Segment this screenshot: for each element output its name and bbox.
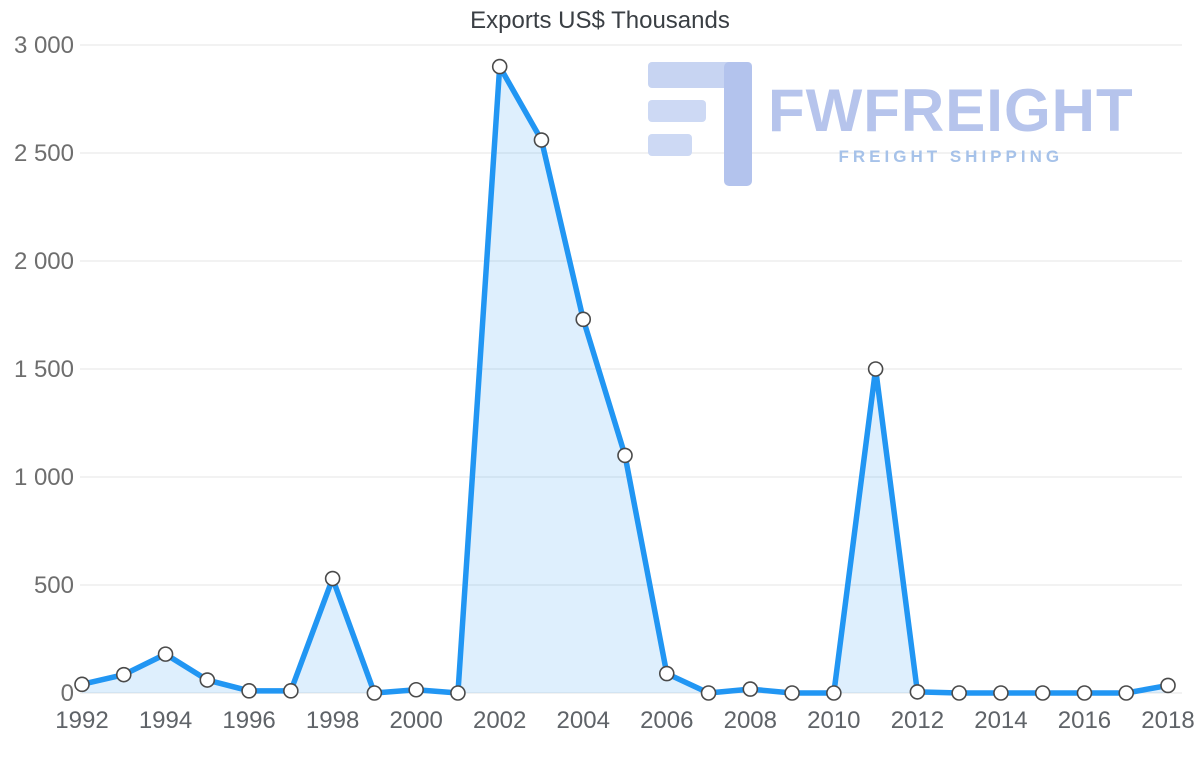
x-axis-tick-label: 2008	[724, 707, 777, 734]
x-axis-tick-label: 2006	[640, 707, 693, 734]
x-axis-tick-label: 1992	[55, 707, 108, 734]
y-axis-tick-label: 500	[34, 572, 74, 599]
data-point-marker	[1160, 677, 1176, 694]
data-point-marker	[199, 672, 216, 688]
data-point-marker	[450, 685, 466, 701]
x-axis-tick-label: 1994	[139, 707, 192, 734]
data-point-marker	[784, 685, 800, 701]
x-axis-tick-label: 2012	[891, 707, 944, 734]
data-point-marker	[1034, 685, 1051, 701]
y-axis-tick-label: 3 000	[14, 32, 74, 59]
data-point-marker	[115, 666, 132, 683]
data-point-marker	[658, 665, 675, 682]
data-point-marker	[74, 676, 90, 693]
data-point-marker	[826, 685, 842, 701]
data-point-marker	[533, 132, 550, 148]
x-axis-tick-label: 2002	[473, 707, 526, 734]
x-axis-tick-label: 2016	[1058, 707, 1111, 734]
y-axis-tick-label: 2 500	[14, 140, 74, 167]
data-point-marker	[408, 681, 424, 698]
data-point-marker	[575, 311, 592, 328]
chart-title: Exports US$ Thousands	[470, 7, 730, 34]
data-point-marker	[283, 683, 299, 699]
x-axis-tick-label: 2010	[807, 707, 860, 734]
y-axis-tick-label: 0	[61, 680, 74, 707]
data-point-marker	[491, 58, 508, 75]
data-point-marker	[951, 685, 967, 701]
series-area-fill	[82, 66, 1168, 694]
data-point-marker	[241, 683, 257, 699]
data-point-marker	[617, 447, 633, 464]
x-axis-tick-label: 2000	[389, 707, 442, 734]
data-point-marker	[1076, 685, 1093, 701]
x-axis-tick-label: 2004	[557, 707, 610, 734]
x-axis-tick-label: 1998	[306, 707, 359, 734]
x-axis-tick-label: 2014	[974, 707, 1027, 734]
data-point-marker	[909, 684, 926, 700]
data-point-marker	[1118, 685, 1135, 701]
data-point-marker	[366, 685, 383, 701]
data-point-marker	[157, 646, 174, 662]
x-axis-tick-label: 1996	[222, 707, 275, 734]
data-point-marker	[324, 570, 341, 587]
x-axis-tick-label: 2018	[1141, 707, 1194, 734]
y-axis-tick-label: 1 000	[14, 464, 74, 491]
data-point-marker	[993, 685, 1009, 701]
y-axis-tick-label: 2 000	[14, 248, 74, 275]
data-point-marker	[867, 361, 884, 377]
data-point-marker	[742, 681, 759, 697]
y-axis-tick-label: 1 500	[14, 356, 74, 383]
data-point-marker	[700, 685, 717, 701]
